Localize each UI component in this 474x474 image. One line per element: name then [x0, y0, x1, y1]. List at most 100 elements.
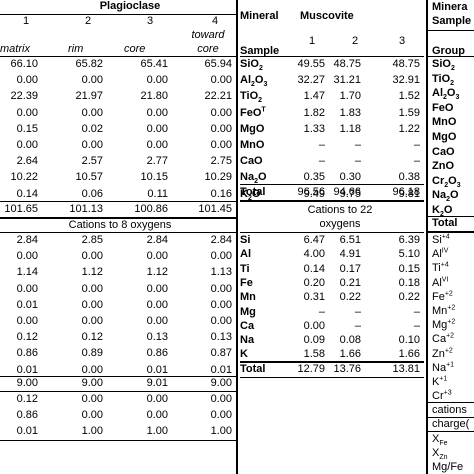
plag-endmember-value: 1.00: [81, 425, 103, 438]
row-rule: [0, 201, 236, 202]
muscovite-cation-value: 6.39: [398, 234, 420, 246]
row-rule: [0, 14, 236, 15]
plag-cation-value: 0.87: [210, 347, 232, 360]
plag-endmember-value: 0.86: [16, 409, 38, 422]
muscovite-oxide-label: MnO: [240, 139, 265, 151]
plag-cation-value: 0.00: [210, 315, 232, 327]
plag-endmember-value: 0.00: [81, 393, 103, 405]
plag-cation-value: 0.00: [210, 250, 232, 263]
plag-oxide-value: 2.77: [146, 155, 168, 168]
plag-oxide-value: 0.00: [146, 106, 168, 119]
plag-cation-value: 0.12: [16, 331, 38, 344]
plag-cation-value: 1.13: [210, 266, 232, 279]
muscovite-cation-value: 0.15: [398, 262, 420, 275]
muscovite-oxide-value: –: [354, 155, 361, 168]
muscovite-cation-value: 0.09: [303, 334, 325, 347]
muscovite-oxide-value: –: [413, 155, 420, 168]
third-cation-label: Mn+2: [432, 304, 456, 317]
plag-endmember-value: 1.00: [210, 425, 232, 438]
muscovite-cation-value: 6.47: [303, 234, 325, 246]
muscovite-total-value: 96.56: [297, 186, 325, 198]
muscovite-oxide-label: FeOT: [240, 105, 266, 119]
plag-total-value: 101.65: [4, 203, 38, 215]
plag-cation-value: 0.00: [146, 298, 168, 311]
third-total-label: Total: [432, 217, 458, 229]
third-cation-label: Mg+2: [432, 318, 456, 332]
plag-oxide-value: 2.75: [210, 155, 232, 168]
muscovite-oxide-value: 1.70: [339, 90, 361, 103]
row-rule: [240, 200, 424, 202]
third-cation-label: Zn+2: [432, 346, 453, 360]
muscovite-cation-value: 0.22: [339, 291, 361, 304]
plag-col-number: 2: [84, 15, 92, 27]
plag-desc-core: core: [124, 43, 146, 55]
muscovite-cation-value: 0.18: [398, 276, 420, 289]
muscovite-title: Muscovite: [300, 10, 354, 22]
row-rule: [0, 217, 236, 219]
muscovite-cation-label: Mn: [240, 291, 256, 304]
third-oxide-label: Al2O3: [432, 87, 460, 102]
plag-oxide-value: 0.00: [81, 74, 103, 87]
muscovite-oxide-value: 0.35: [303, 171, 325, 184]
muscovite-cation-label: Ca: [240, 319, 255, 332]
muscovite-mineral-label: Mineral: [240, 10, 279, 22]
plag-endmember-value: 0.01: [16, 425, 38, 438]
third-group-label: Group: [432, 45, 465, 57]
plag-cation-value: 0.89: [81, 347, 103, 360]
third-oxide-label: Na2O: [432, 189, 459, 204]
muscovite-oxide-value: 0.38: [398, 171, 420, 184]
muscovite-oxide-label: Al2O3: [240, 74, 268, 89]
muscovite-cation-value: 6.51: [339, 234, 361, 246]
plag-oxide-value: 0.14: [16, 187, 38, 200]
plag-cation-value: 0.00: [210, 282, 232, 295]
row-rule: [428, 417, 474, 418]
muscovite-oxide-value: 49.55: [297, 58, 325, 70]
muscovite-cation-label: Fe: [240, 276, 253, 289]
plag-col-number: 1: [22, 15, 30, 27]
plag-cation-value: 0.00: [16, 250, 38, 263]
plag-oxide-value: 10.57: [75, 171, 103, 184]
muscovite-oxide-value: 1.22: [398, 122, 420, 135]
plagioclase-title: Plagioclase: [99, 0, 161, 12]
plag-oxide-value: 0.00: [16, 139, 38, 151]
third-cation-label: K+1: [432, 375, 448, 388]
plag-oxide-value: 0.00: [16, 74, 38, 87]
muscovite-oxide-value: 1.18: [339, 122, 361, 135]
plag-endmember-value: 0.00: [81, 409, 103, 422]
third-oxide-label: ZnO: [432, 160, 454, 173]
third-oxide-label: MnO: [432, 116, 457, 129]
muscovite-total-value: 96.18: [392, 186, 420, 198]
muscovite-col-number: 3: [398, 35, 406, 47]
plag-cation-value: 0.00: [81, 298, 103, 311]
row-rule: [428, 431, 474, 432]
plag-cation-value: 0.13: [146, 331, 168, 344]
muscovite-oxide-value: 48.75: [333, 58, 361, 70]
third-oxide-label: MgO: [432, 131, 457, 143]
third-mineral-label: Minera: [432, 1, 468, 13]
muscovite-cation-total: 13.81: [392, 363, 420, 375]
muscovite-oxide-value: –: [318, 155, 325, 168]
plag-oxide-value: 0.16: [210, 187, 232, 200]
muscovite-oxide-value: 0.30: [339, 171, 361, 184]
muscovite-sample-label: Sample: [240, 45, 280, 57]
plag-oxide-value: 0.06: [81, 187, 103, 200]
third-charge-label: charge(: [432, 418, 470, 430]
plag-oxide-value: 2.57: [81, 155, 103, 168]
muscovite-cations-title: Cations to 22: [307, 204, 373, 216]
muscovite-cation-value: 4.91: [339, 248, 361, 261]
row-rule: [240, 56, 424, 57]
muscovite-oxide-label: MgO: [240, 122, 265, 135]
muscovite-cation-value: 0.14: [303, 262, 325, 275]
muscovite-oxide-label: Na2O: [240, 171, 267, 186]
plag-oxide-value: 21.97: [75, 90, 103, 103]
plag-cation-value: 0.01: [16, 298, 38, 311]
plag-desc-matrix: matrix: [0, 43, 30, 55]
third-cation-label: Fe+2: [432, 290, 453, 303]
muscovite-cation-value: 0.21: [339, 276, 361, 289]
plag-oxide-value: 21.80: [140, 90, 168, 103]
plag-cation-value: 1.14: [16, 266, 38, 279]
row-rule: [428, 30, 474, 31]
plag-oxide-value: 22.39: [10, 90, 38, 103]
muscovite-cation-label: Si: [240, 234, 251, 246]
third-xfe-label: XFe: [432, 433, 448, 448]
